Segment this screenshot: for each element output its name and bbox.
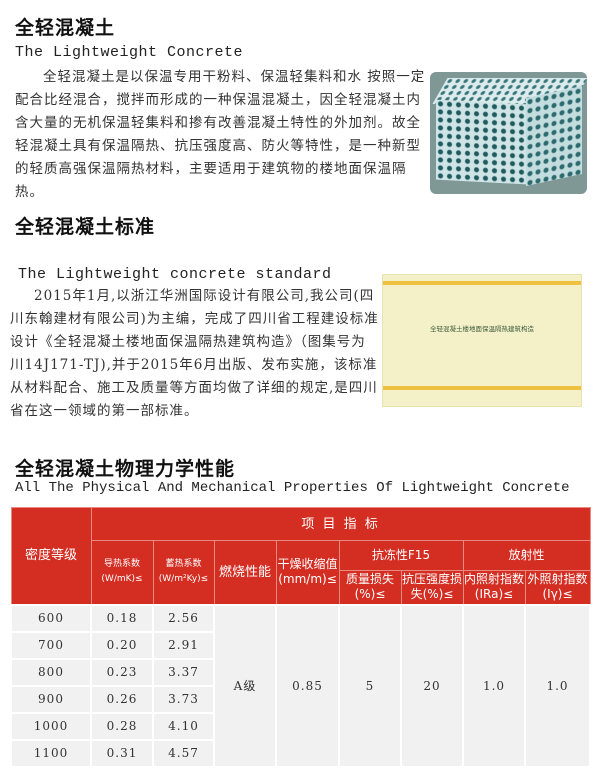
table-row: 1100 0.31 4.57: [10, 738, 590, 768]
section1-title: 全轻混凝土: [15, 17, 116, 39]
header-storage: 蓄热系数(W/m²Ky)≤: [152, 540, 215, 605]
properties-table: 密度等级项 目 指 标 导热系数(W/mK)≤ 蓄热系数(W/m²Ky)≤ 燃烧性能…: [10, 507, 592, 768]
table-cell: 0.23: [90, 657, 154, 687]
table-row: 1000 0.28 4.10: [10, 711, 590, 741]
table-cell: 2.91: [152, 630, 215, 660]
header-internal: 内照射指数(IRa)≤: [462, 570, 526, 605]
section2-subtitle: The Lightweight concrete standard: [18, 266, 332, 283]
table-cell: 3.37: [152, 657, 215, 687]
concrete-block-image: [430, 72, 587, 194]
standard-cover-image: 全轻混凝土楼地面保温隔热建筑构造: [382, 274, 582, 407]
section2-title: 全轻混凝土标准: [15, 216, 156, 238]
table-cell: 3.73: [152, 684, 215, 714]
table-cell: 0.31: [90, 738, 154, 768]
section3-title: 全轻混凝土物理力学性能: [15, 458, 236, 480]
table-cell: 0.18: [90, 603, 154, 633]
table-cell: 1000: [10, 711, 92, 741]
table-cell: 4.10: [152, 711, 215, 741]
shared-external: 1.0: [523, 603, 592, 768]
shared-mass-loss: 5: [338, 603, 402, 768]
cover-title: 全轻混凝土楼地面保温隔热建筑构造: [430, 325, 534, 333]
table-cell: 0.20: [90, 630, 154, 660]
table-row: 700 0.20 2.91: [10, 630, 590, 660]
header-combustion: 燃烧性能: [213, 540, 277, 605]
table-row: 800 0.23 3.37: [10, 657, 590, 687]
header-group: 项 目 指 标: [90, 507, 591, 541]
header-conductivity: 导热系数(W/mK)≤: [90, 540, 154, 605]
table-cell: 0.26: [90, 684, 154, 714]
table-cell: 700: [10, 630, 92, 660]
header-external: 外照射指数(Iγ)≤: [524, 570, 591, 605]
section1-subtitle: The Lightweight Concrete: [15, 44, 244, 61]
table-cell: 2.56: [152, 603, 215, 633]
shared-strength-loss: 20: [400, 603, 464, 768]
shared-combustion: A级: [213, 603, 277, 768]
table-cell: 900: [10, 684, 92, 714]
section3-subtitle: All The Physical And Mechanical Properti…: [15, 480, 570, 496]
header-frost: 抗冻性F15: [338, 540, 464, 571]
header-radiation: 放射性: [462, 540, 591, 571]
section1-body: 全轻混凝土是以保温专用干粉料、保温轻集料和水 按照一定配合比经混合，搅拌而形成的…: [15, 69, 426, 200]
table-cell: 1100: [10, 738, 92, 768]
table-cell: 0.28: [90, 711, 154, 741]
table-row: 900 0.26 3.73: [10, 684, 590, 714]
shared-shrinkage: 0.85: [275, 603, 340, 768]
header-mass-loss: 质量损失(%)≤: [338, 570, 402, 605]
shared-internal: 1.0: [462, 603, 526, 768]
header-strength-loss: 抗压强度损失(%)≤: [400, 570, 464, 605]
table-cell: 600: [10, 603, 92, 633]
header-density: 密度等级: [10, 507, 92, 605]
table-cell: 4.57: [152, 738, 215, 768]
table-row: 600 0.18 2.56 A级 0.85 5 20 1.0 1.0: [10, 603, 592, 768]
header-shrinkage: 干燥收缩值(mm/m)≤: [275, 540, 340, 605]
section2-body: 2015年1月,以浙江华洲国际设计有限公司,我公司(四川东翰建材有限公司)为主编…: [10, 288, 379, 419]
table-cell: 800: [10, 657, 92, 687]
